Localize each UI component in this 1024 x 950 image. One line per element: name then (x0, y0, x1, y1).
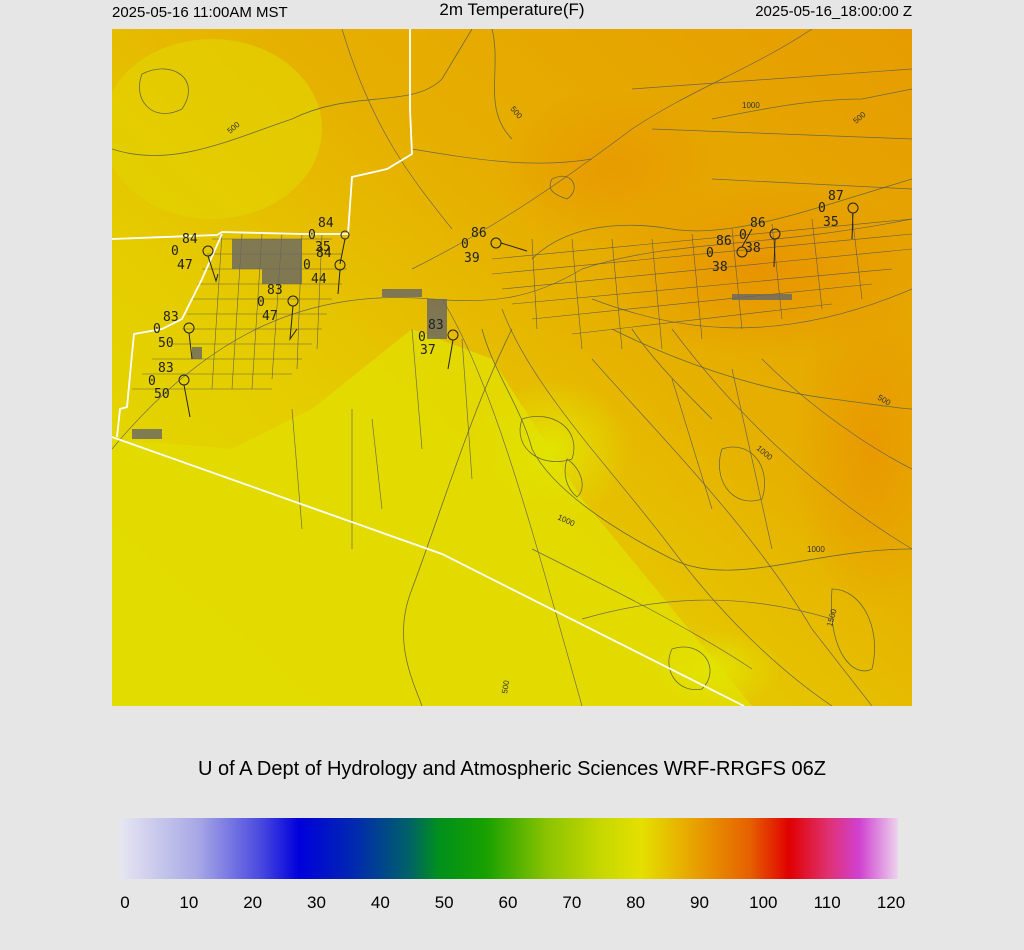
station-plots: 84 0 47 84 0 35 84 0 44 83 0 47 (148, 189, 859, 418)
station-wind: 0 (418, 330, 426, 345)
station-wind: 0 (739, 228, 747, 243)
station-wind: 0 (303, 258, 311, 273)
contour-label: 500 (500, 679, 511, 694)
city-grid-east (491, 213, 912, 350)
colorbar-tick-label: 50 (434, 893, 454, 912)
hot-region-southeast (792, 289, 912, 609)
colorbar-tick-label: 0 (120, 893, 130, 912)
station-wind: 0 (818, 201, 826, 216)
station-dewpoint: 47 (262, 309, 278, 324)
colorbar-tick-label: 10 (179, 893, 199, 912)
station-plot: 87 0 35 (818, 189, 859, 240)
station-temp: 83 (163, 310, 179, 325)
station-dewpoint: 50 (158, 336, 174, 351)
colorbar-tick-label: 70 (562, 893, 582, 912)
model-credit: U of A Dept of Hydrology and Atmospheric… (197, 758, 827, 780)
contour-label: 1000 (742, 101, 760, 110)
station-wind: 0 (171, 244, 179, 259)
station-dewpoint: 35 (823, 215, 839, 230)
station-plot: 83 0 37 (418, 318, 459, 370)
colorbar-tick-label: 30 (307, 893, 326, 912)
colorbar-tick-label: 110 (813, 893, 841, 912)
cool-region-northwest (112, 39, 322, 219)
cool-spot-south (642, 629, 782, 706)
colorbar-ticks: 0 10 20 30 40 50 60 70 80 90 100 110 120 (0, 893, 1024, 917)
colorbar-tick-label: 100 (749, 893, 778, 912)
colorbar-tick-label: 40 (370, 893, 390, 912)
colorbar-tick-label: 120 (876, 893, 906, 912)
temperature-map: 500 500 1000 500 1000 1000 500 1000 500 … (112, 29, 912, 706)
station-temp: 84 (182, 232, 198, 247)
colorbar-tick-label: 90 (690, 893, 709, 912)
border-lines (112, 29, 745, 706)
elevation-contours (112, 29, 912, 706)
station-plot: 86 0 39 (461, 226, 528, 266)
station-temp: 83 (428, 318, 444, 333)
urban-areas (132, 239, 792, 439)
colorbar (120, 818, 898, 879)
hot-region-north (492, 89, 732, 249)
station-wind: 0 (153, 322, 161, 337)
station-plot: 84 0 44 (303, 246, 346, 295)
station-dewpoint: 50 (154, 387, 170, 402)
station-plot: 86 0 38 (739, 216, 781, 268)
station-temp: 84 (316, 246, 332, 261)
station-plot: 83 0 50 (153, 310, 195, 360)
valid-time-local: 2025-05-16 11:00AM MST (112, 4, 288, 21)
station-wind: 0 (148, 374, 156, 389)
colorbar-tick-label: 20 (243, 893, 263, 912)
station-plot: 84 0 35 (308, 216, 350, 265)
station-plot: 83 0 50 (148, 361, 191, 418)
road-network (112, 29, 912, 706)
station-plot: 83 0 47 (257, 283, 299, 341)
station-dewpoint: 44 (311, 272, 327, 287)
station-wind: 0 (257, 295, 265, 310)
colorbar-tick-label: 80 (626, 893, 646, 912)
station-dewpoint: 37 (420, 343, 436, 358)
cool-region-south (112, 329, 752, 706)
station-plot: 86 0 38 (706, 228, 753, 275)
map-title: 2m Temperature(F) (439, 0, 585, 19)
cool-spot-center (472, 379, 632, 519)
station-wind: 0 (461, 237, 469, 252)
station-dewpoint: 39 (464, 251, 480, 266)
station-plot: 84 0 47 (171, 232, 219, 283)
station-temp: 84 (318, 216, 334, 231)
station-temp: 87 (828, 189, 844, 204)
station-wind: 0 (706, 246, 714, 261)
station-temp: 86 (471, 226, 487, 241)
valid-time-utc: 2025-05-16_18:00:00 Z (755, 3, 912, 20)
station-dewpoint: 47 (177, 258, 193, 273)
station-dewpoint: 38 (745, 241, 761, 256)
contour-label: 1000 (807, 545, 825, 554)
station-temp: 86 (716, 234, 732, 249)
colorbar-tick-label: 60 (498, 893, 518, 912)
station-wind: 0 (308, 228, 316, 243)
station-temp: 83 (267, 283, 283, 298)
station-dewpoint: 35 (315, 240, 331, 255)
station-temp: 83 (158, 361, 174, 376)
station-dewpoint: 38 (712, 260, 728, 275)
station-temp: 86 (750, 216, 766, 231)
